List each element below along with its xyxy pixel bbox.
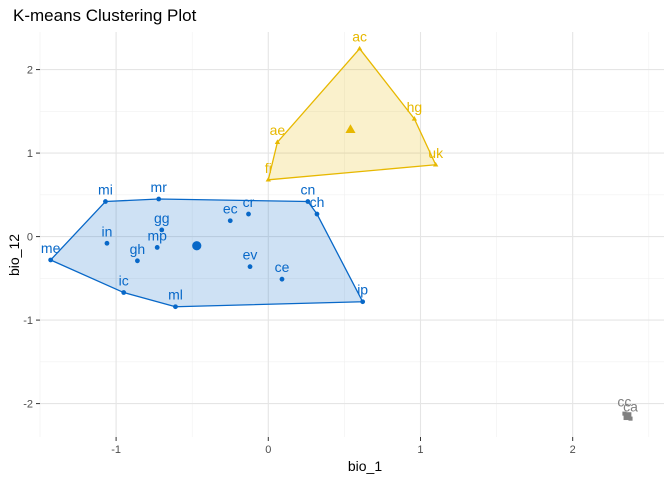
point-label-cn: cn [300, 182, 315, 198]
point-label-ev: ev [243, 247, 258, 263]
point-gg [159, 227, 165, 233]
cluster-hulls [50, 48, 437, 308]
y-tick-label: 2 [27, 65, 33, 77]
y-tick-label: 1 [27, 148, 33, 160]
cluster-1-center [192, 241, 202, 251]
point-ip [360, 299, 366, 305]
point-in [104, 240, 110, 246]
point-label-cr: cr [243, 194, 255, 210]
cluster-points [48, 45, 633, 421]
cluster-centers [192, 124, 632, 421]
x-tick-label: 1 [417, 444, 423, 456]
point-label-ch: ch [310, 194, 325, 210]
y-tick-label: -2 [23, 399, 33, 411]
point-mr [156, 196, 162, 202]
point-gh [135, 258, 140, 264]
y-tick-label: -1 [23, 315, 33, 327]
point-label-ac: ac [352, 29, 367, 45]
point-ev [247, 264, 253, 270]
point-label-ip: ip [357, 282, 368, 298]
point-label-mr: mr [151, 179, 168, 195]
point-ae [274, 139, 281, 144]
point-label-ce: ce [275, 259, 290, 275]
x-tick-label: 0 [265, 444, 271, 456]
point-label-me: me [41, 240, 61, 256]
cluster-2-center [345, 124, 356, 134]
point-label-ml: ml [168, 287, 183, 303]
point-label-ae: ae [270, 122, 286, 138]
point-cr [246, 211, 251, 217]
chart-title: K-means Clustering Plot [13, 6, 197, 25]
point-label-fi: fi [265, 160, 272, 176]
x-tick-label: 2 [570, 444, 576, 456]
y-tick-label: 0 [27, 232, 33, 244]
point-hg [411, 116, 418, 121]
point-ce [279, 276, 285, 282]
point-label-ec: ec [223, 201, 238, 217]
point-label-mp: mp [147, 227, 167, 243]
y-axis-ticks: -2 -1 0 1 2 [23, 65, 40, 411]
point-label-cc: cc [617, 394, 631, 410]
point-mp [154, 245, 160, 250]
grid-major [40, 32, 664, 437]
point-label-gg: gg [154, 210, 170, 226]
point-ac [356, 45, 363, 51]
point-ch [314, 211, 320, 217]
x-axis-title: bio_1 [348, 458, 382, 474]
point-fi [265, 176, 271, 182]
point-cn [305, 199, 311, 204]
point-label-gh: gh [130, 241, 146, 257]
point-mi [103, 199, 108, 204]
cluster-3-center [623, 412, 632, 421]
point-label-uk: uk [428, 145, 444, 161]
point-uk [433, 161, 439, 167]
point-me [48, 257, 54, 263]
point-label-ca: ca [623, 399, 638, 415]
point-label-ic: ic [119, 273, 129, 289]
point-label-hg: hg [407, 99, 423, 115]
x-axis-ticks: -1 0 1 2 [111, 437, 576, 456]
y-axis-title: bio_12 [6, 234, 22, 276]
point-ec [227, 218, 233, 224]
point-ml [173, 304, 178, 310]
cluster-2-hull [267, 48, 437, 181]
point-label-mi: mi [98, 182, 113, 198]
point-label-in: in [102, 223, 113, 239]
grid-minor [39, 32, 664, 437]
point-ic [121, 290, 127, 295]
x-tick-label: -1 [111, 444, 121, 456]
